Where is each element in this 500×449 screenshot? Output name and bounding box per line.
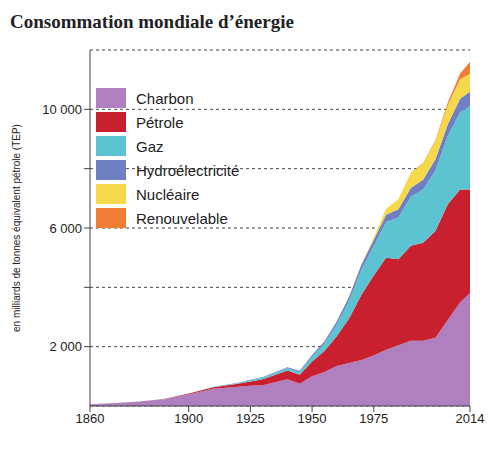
svg-text:en milliards de tonnes équival: en milliards de tonnes équivalent pétrol… [11,124,22,332]
html-text:Charbon: Charbon [136,89,194,107]
html-text:Consommation mondiale d’énergi: Consommation mondiale d’énergie [10,11,294,32]
svg-text:1900: 1900 [174,411,203,426]
html-text:Gaz: Gaz [136,137,164,155]
svg-text:1950: 1950 [298,411,327,426]
svg-text:10 000: 10 000 [42,102,82,117]
html-text:Nucléaire: Nucléaire [136,185,200,203]
svg-text:6 000: 6 000 [49,221,82,236]
svg-text:1925: 1925 [236,411,265,426]
svg-text:2014: 2014 [456,411,485,426]
svg-text:1860: 1860 [76,411,105,426]
svg-text:1975: 1975 [359,411,388,426]
html-text:Renouvelable: Renouvelable [136,209,228,227]
svg-text:2 000: 2 000 [49,339,82,354]
html-text:Pétrole: Pétrole [136,113,184,131]
html-text:Hydroélectricité: Hydroélectricité [136,161,240,179]
